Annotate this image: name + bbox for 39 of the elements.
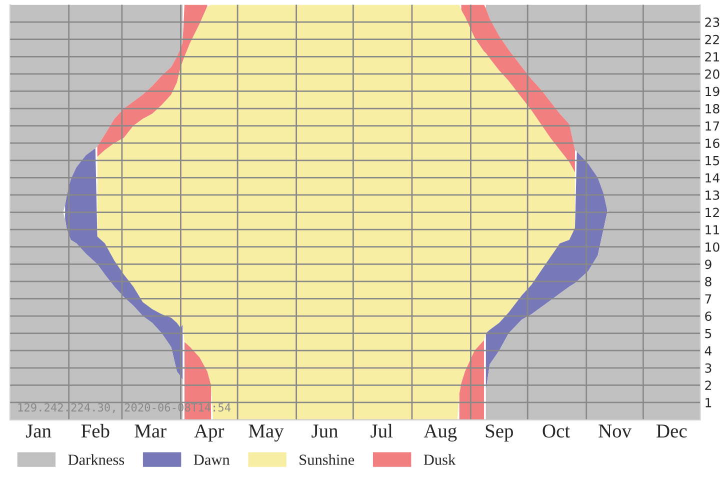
y-tick-label: 10	[706, 242, 720, 252]
x-tick-label: Aug	[424, 424, 457, 442]
y-tick-label: 23	[705, 18, 720, 27]
y-tick-label: 1	[706, 398, 712, 408]
x-tick-label: Feb	[81, 424, 110, 438]
legend-label: Dusk	[424, 454, 456, 465]
legend-label: Darkness	[68, 454, 124, 465]
y-tick-label: 9	[705, 260, 712, 270]
y-tick-label: 15	[706, 156, 720, 166]
legend-label: Dawn	[194, 454, 230, 465]
y-tick-label: 7	[705, 294, 712, 304]
y-tick-label: 17	[706, 121, 720, 131]
x-tick-label: Jun	[312, 424, 338, 438]
x-tick-label: Apr	[194, 424, 224, 442]
y-tick-label: 12	[706, 208, 719, 218]
y-tick-label: 8	[705, 276, 712, 286]
y-tick-label: 22	[705, 34, 719, 44]
y-tick-label: 13	[706, 190, 720, 200]
x-tick-label: Nov	[598, 424, 632, 438]
y-tick-label: 21	[705, 52, 720, 62]
y-tick-label: 14	[706, 173, 720, 182]
y-tick-label: 18	[706, 104, 720, 114]
x-tick-label: May	[248, 424, 284, 442]
x-tick-label: Jan	[26, 424, 52, 438]
legend-label: Sunshine	[300, 454, 354, 465]
x-tick-label: Dec	[656, 424, 687, 438]
y-tick-label: 6	[705, 311, 712, 321]
x-tick-label: Mar	[134, 424, 166, 438]
x-tick-label: Sep	[486, 424, 513, 442]
y-tick-label: 2	[705, 380, 711, 390]
y-tick-label: 11	[706, 225, 720, 234]
y-tick-label: 20	[705, 69, 720, 79]
y-tick-label: 5	[705, 328, 712, 338]
y-tick-label: 3	[705, 363, 712, 373]
y-tick-label: 16	[706, 138, 720, 148]
y-tick-label: 4	[704, 346, 712, 356]
x-tick-label: Jul	[370, 424, 393, 438]
y-tick-label: 19	[706, 86, 720, 96]
x-tick-label: Oct	[542, 424, 570, 438]
